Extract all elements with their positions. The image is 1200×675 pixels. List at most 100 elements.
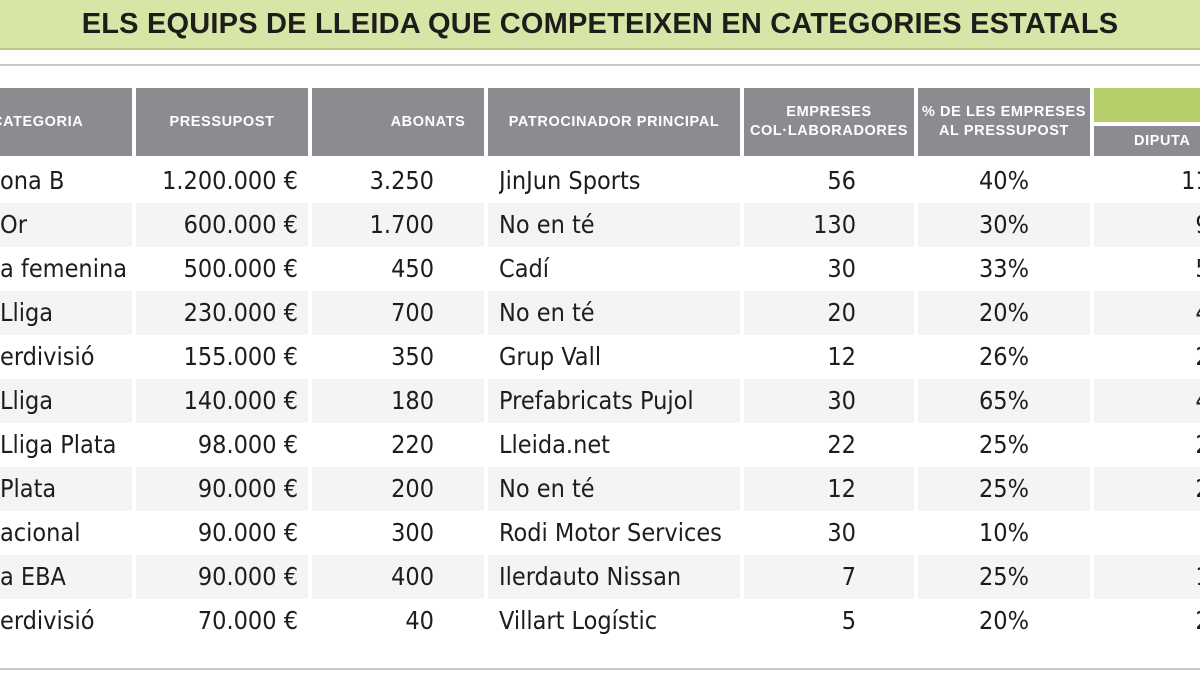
cell-empreses: 12 xyxy=(827,474,856,503)
cell-empreses: 7 xyxy=(841,562,856,591)
cell-empreses: 22 xyxy=(827,430,856,459)
cell-empreses: 130 xyxy=(813,210,856,239)
cell-empreses: 30 xyxy=(827,386,856,415)
cell-empreses: 56 xyxy=(827,166,856,195)
header-categoria: CATEGORIA xyxy=(0,88,132,156)
table-row: erdivisió 155.000 € 350 Grup Vall 12 26% 22 xyxy=(0,335,1200,379)
column-separator xyxy=(132,88,136,643)
cell-percent: 25% xyxy=(979,562,1029,591)
cell-percent: 26% xyxy=(979,342,1029,371)
bottom-rule xyxy=(0,668,1200,670)
cell-categoria: Lliga Plata xyxy=(0,430,117,459)
cell-patrocinador: No en té xyxy=(499,298,595,327)
cell-empreses: 5 xyxy=(841,606,856,635)
cell-categoria: acional xyxy=(0,518,81,547)
header-abonats: ABONATS xyxy=(312,88,484,156)
header-patrocinador: PATROCINADOR PRINCIPAL xyxy=(488,88,740,156)
table-row: acional 90.000 € 300 Rodi Motor Services 30 1… xyxy=(0,511,1200,555)
cell-abonats: 180 xyxy=(391,386,434,415)
cell-patrocinador: Cadí xyxy=(499,254,550,283)
cell-pressupost: 500.000 € xyxy=(183,254,298,283)
column-separator xyxy=(914,88,918,643)
cell-percent: 33% xyxy=(979,254,1029,283)
cell-pressupost: 1.200.000 € xyxy=(162,166,298,195)
cell-percent: 20% xyxy=(979,606,1029,635)
cell-diputacio: 25 xyxy=(1094,423,1200,467)
cell-pressupost: 90.000 € xyxy=(197,474,298,503)
table-row: Lliga 230.000 € 700 No en té 20 20% 40 xyxy=(0,291,1200,335)
header-percent: % DE LES EMPRESES AL PRESSUPOST xyxy=(918,88,1090,156)
cell-patrocinador: Villart Logístic xyxy=(499,606,658,635)
cell-pressupost: 98.000 € xyxy=(197,430,298,459)
cell-empreses: 12 xyxy=(827,342,856,371)
cell-percent: 40% xyxy=(979,166,1029,195)
table-row: Or 600.000 € 1.700 No en té 130 30% 90 xyxy=(0,203,1200,247)
cell-empreses: 20 xyxy=(827,298,856,327)
header-group-band xyxy=(1094,88,1200,122)
cell-pressupost: 70.000 € xyxy=(197,606,298,635)
cell-pressupost: 230.000 € xyxy=(183,298,298,327)
table-row: Plata 90.000 € 200 No en té 12 25% 24 xyxy=(0,467,1200,511)
column-separator xyxy=(740,88,744,643)
column-separator xyxy=(484,88,488,643)
cell-categoria: Plata xyxy=(0,474,57,503)
title-banner: ELS EQUIPS DE LLEIDA QUE COMPETEIXEN EN … xyxy=(0,0,1200,50)
cell-abonats: 300 xyxy=(391,518,434,547)
column-separator xyxy=(308,88,312,643)
cell-abonats: 700 xyxy=(391,298,434,327)
cell-empreses: 30 xyxy=(827,254,856,283)
cell-categoria: a femenina xyxy=(0,254,127,283)
cell-abonats: 1.700 xyxy=(369,210,434,239)
cell-abonats: 450 xyxy=(391,254,434,283)
cell-percent: 20% xyxy=(979,298,1029,327)
cell-percent: 65% xyxy=(979,386,1029,415)
cell-abonats: 40 xyxy=(405,606,434,635)
cell-percent: 25% xyxy=(979,474,1029,503)
cell-patrocinador: Rodi Motor Services xyxy=(499,518,722,547)
cell-diputacio: 24 xyxy=(1094,467,1200,511)
table-row: Lliga 140.000 € 180 Prefabricats Pujol 30 65%… xyxy=(0,379,1200,423)
cell-categoria: erdivisió xyxy=(0,342,95,371)
cell-empreses: 30 xyxy=(827,518,856,547)
table-row: a EBA 90.000 € 400 Ilerdauto Nissan 7 25% 10 xyxy=(0,555,1200,599)
cell-categoria: Lliga xyxy=(0,386,54,415)
cell-diputacio: 5 xyxy=(1094,511,1200,555)
table-row: erdivisió 70.000 € 40 Villart Logístic 5 20% 2… xyxy=(0,599,1200,643)
cell-abonats: 220 xyxy=(391,430,434,459)
table-row: Lliga Plata 98.000 € 220 Lleida.net 22 25% 25 xyxy=(0,423,1200,467)
cell-pressupost: 90.000 € xyxy=(197,562,298,591)
cell-patrocinador: Prefabricats Pujol xyxy=(499,386,694,415)
cell-patrocinador: Ilerdauto Nissan xyxy=(499,562,682,591)
table-row: ona B 1.200.000 € 3.250 JinJun Sports 56 40% 1… xyxy=(0,159,1200,203)
cell-pressupost: 155.000 € xyxy=(183,342,298,371)
cell-categoria: erdivisió xyxy=(0,606,95,635)
cell-categoria: ona B xyxy=(0,166,65,195)
table-title: ELS EQUIPS DE LLEIDA QUE COMPETEIXEN EN … xyxy=(81,7,1119,40)
cell-diputacio: 40 xyxy=(1094,379,1200,423)
top-rule xyxy=(0,64,1200,66)
cell-abonats: 400 xyxy=(391,562,434,591)
cell-pressupost: 140.000 € xyxy=(183,386,298,415)
cell-patrocinador: JinJun Sports xyxy=(499,166,641,195)
cell-categoria: Or xyxy=(0,210,27,239)
cell-diputacio: 90 xyxy=(1094,203,1200,247)
cell-patrocinador: Grup Vall xyxy=(499,342,602,371)
header-pressupost: PRESSUPOST xyxy=(136,88,308,156)
table-row: a femenina 500.000 € 450 Cadí 30 33% 50 xyxy=(0,247,1200,291)
column-separator xyxy=(1090,88,1094,643)
cell-percent: 30% xyxy=(979,210,1029,239)
header-diputacio: DIPUTA xyxy=(1094,126,1200,156)
cell-categoria: Lliga xyxy=(0,298,54,327)
cell-abonats: 200 xyxy=(391,474,434,503)
header-empreses: EMPRESES COL·LABORADORES xyxy=(744,88,914,156)
cell-abonats: 350 xyxy=(391,342,434,371)
cell-categoria: a EBA xyxy=(0,562,66,591)
cell-diputacio: 40 xyxy=(1094,291,1200,335)
cell-pressupost: 600.000 € xyxy=(183,210,298,239)
cell-diputacio: 50 xyxy=(1094,247,1200,291)
cell-pressupost: 90.000 € xyxy=(197,518,298,547)
cell-percent: 25% xyxy=(979,430,1029,459)
cell-diputacio: 22 xyxy=(1094,335,1200,379)
cell-abonats: 3.250 xyxy=(369,166,434,195)
cell-patrocinador: No en té xyxy=(499,210,595,239)
